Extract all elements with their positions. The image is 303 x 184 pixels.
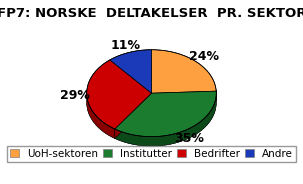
- Polygon shape: [115, 93, 152, 139]
- Text: 24%: 24%: [189, 49, 219, 63]
- Polygon shape: [87, 60, 152, 129]
- Text: 29%: 29%: [60, 89, 90, 102]
- Legend: UoH-sektoren, Institutter, Bedrifter, Andre: UoH-sektoren, Institutter, Bedrifter, An…: [7, 146, 296, 162]
- Polygon shape: [110, 50, 152, 93]
- Ellipse shape: [87, 59, 216, 146]
- Polygon shape: [152, 50, 216, 93]
- Title: FP7: NORSKE  DELTAKELSER  PR. SEKTOR: FP7: NORSKE DELTAKELSER PR. SEKTOR: [0, 6, 303, 20]
- Polygon shape: [115, 93, 152, 139]
- Polygon shape: [152, 91, 216, 103]
- Text: 11%: 11%: [110, 38, 140, 52]
- Polygon shape: [152, 91, 216, 103]
- Polygon shape: [115, 91, 216, 137]
- Polygon shape: [115, 91, 216, 146]
- Text: 35%: 35%: [174, 132, 204, 144]
- Polygon shape: [87, 91, 115, 139]
